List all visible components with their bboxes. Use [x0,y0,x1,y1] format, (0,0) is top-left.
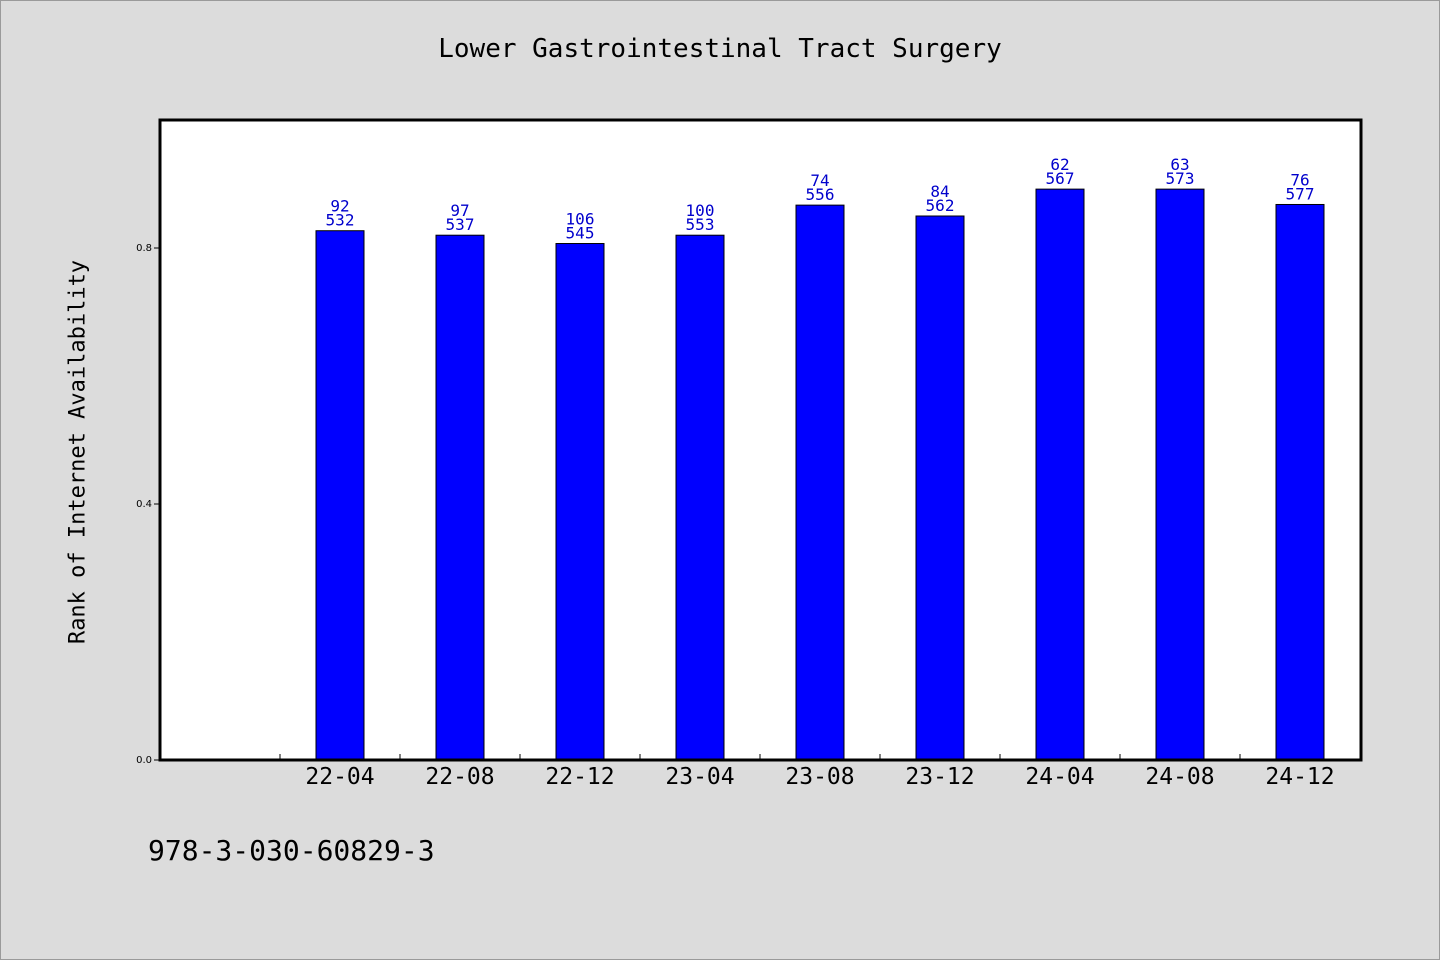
bar [675,234,725,761]
y-tick-label: 0.8 [136,243,152,254]
bar-label-bottom: 573 [1166,169,1195,188]
bar-label-top: 63 [1170,155,1189,174]
bar-label-top: 97 [450,201,469,220]
x-tick-label: 22-12 [545,764,614,790]
y-tick-label: 0.4 [136,499,152,510]
plot-frame [158,118,1363,762]
x-tick-label: 24-12 [1265,764,1334,790]
footer-identifier: 978-3-030-60829-3 [148,834,435,867]
bar-label-bottom: 567 [1046,169,1075,188]
bar [315,230,365,761]
bar-label-bottom: 537 [446,215,475,234]
bar [555,243,605,761]
chart-title: Lower Gastrointestinal Tract Surgery [438,34,1002,64]
x-tick-label: 23-12 [905,764,974,790]
bar-label-bottom: 532 [326,211,355,230]
bar [1035,188,1085,761]
bar [915,215,965,761]
x-tick-label: 23-04 [665,764,734,790]
x-tick-label: 24-08 [1145,764,1214,790]
bar [795,204,845,761]
x-tick-label: 22-08 [425,764,494,790]
bar [1275,203,1325,761]
bar-label-top: 76 [1290,170,1309,189]
x-tick-label: 24-04 [1025,764,1094,790]
bar-label-top: 62 [1050,155,1069,174]
y-tick-label: 0.0 [136,755,152,766]
bar-label-top: 92 [330,197,349,216]
x-tick-label: 22-04 [305,764,374,790]
bar-label-bottom: 545 [566,224,595,243]
bar-label-top: 100 [686,201,715,220]
bar-label-bottom: 556 [806,185,835,204]
bar-label-bottom: 562 [926,196,955,215]
bar-label-bottom: 577 [1286,184,1315,203]
x-tick-label: 23-08 [785,764,854,790]
bar-label-top: 74 [810,171,829,190]
bar [435,234,485,761]
bar-label-top: 84 [930,182,949,201]
bar-label-bottom: 553 [686,215,715,234]
bar-label-top: 106 [566,210,595,229]
bar [1155,188,1205,761]
